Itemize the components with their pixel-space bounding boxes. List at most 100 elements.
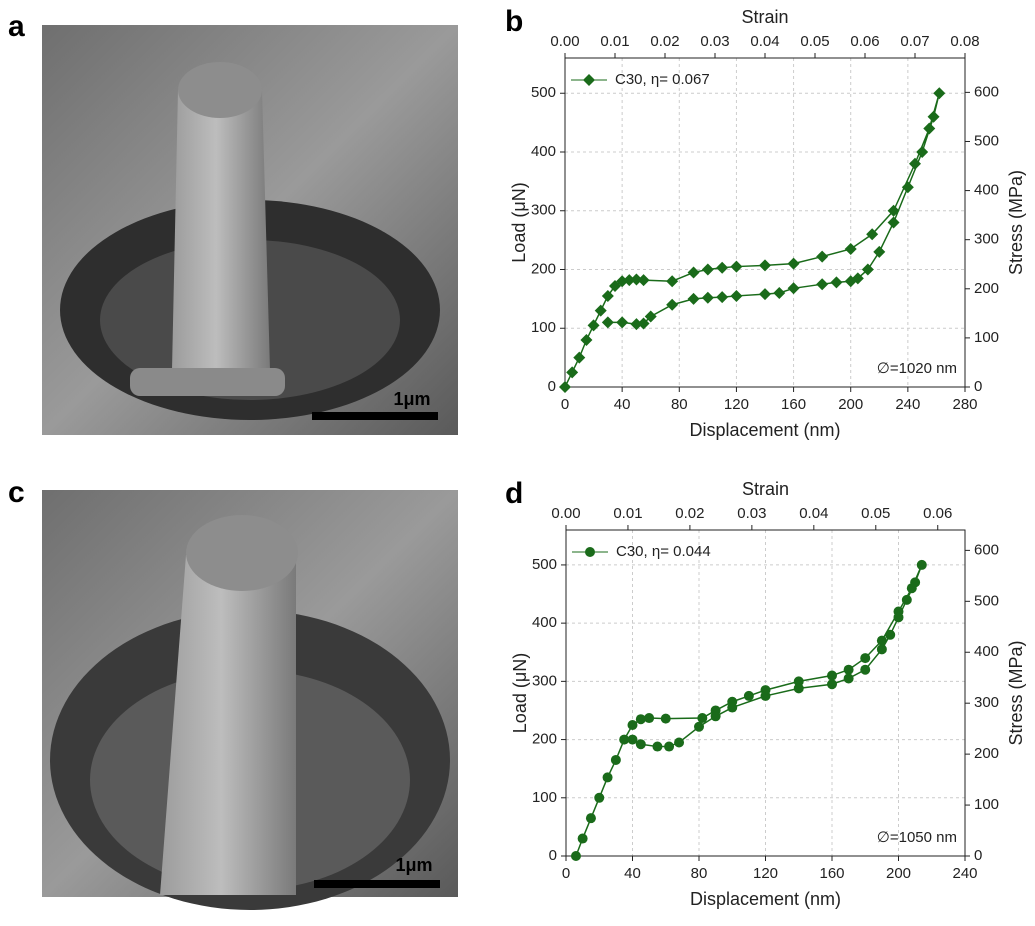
x2-tick-label: 0.00: [551, 505, 580, 522]
data-point: [644, 310, 657, 323]
data-point: [610, 754, 621, 765]
y2-tick-label: 200: [974, 280, 999, 297]
data-point: [860, 653, 871, 664]
sem-image-c: 1μm: [42, 490, 458, 910]
data-point: [697, 713, 708, 724]
data-point: [701, 291, 714, 304]
x2-tick-label: 0.00: [550, 33, 579, 50]
scale-bar-label: 1μm: [395, 855, 432, 875]
y-tick-label: 500: [531, 84, 556, 101]
data-point: [630, 318, 643, 331]
y2-tick-label: 300: [974, 231, 999, 248]
x2-tick-label: 0.08: [950, 33, 979, 50]
data-point: [573, 351, 586, 364]
y2-tick-label: 600: [974, 83, 999, 100]
x-tick-label: 40: [614, 396, 631, 413]
x-tick-label: 0: [562, 865, 570, 882]
x2-tick-label: 0.06: [923, 505, 952, 522]
sem-image-a: 1μm: [42, 25, 458, 435]
data-line: [564, 93, 941, 388]
y2-tick-label: 300: [974, 694, 999, 711]
y2-tick-label: 0: [974, 847, 982, 864]
x-tick-label: 200: [838, 396, 863, 413]
data-point: [844, 275, 857, 288]
y-tick-label: 300: [532, 672, 557, 689]
x-axis-label: Displacement (nm): [690, 889, 841, 909]
x2-tick-label: 0.02: [675, 505, 704, 522]
x-axis-label: Displacement (nm): [689, 420, 840, 440]
data-point: [570, 851, 581, 861]
data-point: [666, 298, 679, 311]
data-point: [927, 110, 940, 123]
x-tick-label: 200: [886, 865, 911, 882]
data-point: [844, 242, 857, 255]
y-tick-label: 400: [532, 614, 557, 631]
x2-tick-label: 0.07: [900, 33, 929, 50]
x2-axis-label: Strain: [742, 479, 789, 499]
x-tick-label: 80: [691, 865, 708, 882]
y2-tick-label: 400: [974, 182, 999, 199]
x-tick-label: 240: [895, 396, 920, 413]
y-tick-label: 100: [531, 319, 556, 336]
legend-marker: [583, 74, 595, 86]
y-tick-label: 200: [531, 260, 556, 277]
x2-axis-label: Strain: [741, 7, 788, 27]
x2-tick-label: 0.03: [700, 33, 729, 50]
x-tick-label: 240: [952, 865, 977, 882]
data-point: [687, 266, 700, 279]
data-point: [594, 304, 607, 317]
x-tick-label: 40: [624, 865, 641, 882]
data-point: [759, 259, 771, 272]
data-point: [627, 720, 638, 731]
data-point: [602, 772, 613, 783]
data-point: [637, 317, 650, 330]
data-point: [901, 594, 912, 605]
y2-axis-label: Stress (MPa): [1006, 170, 1026, 275]
x-tick-label: 120: [753, 865, 778, 882]
y2-tick-label: 200: [974, 745, 999, 762]
data-point: [860, 664, 871, 675]
data-point: [730, 289, 743, 302]
y-tick-label: 0: [548, 378, 556, 395]
y-tick-label: 400: [531, 143, 556, 160]
y2-tick-label: 600: [974, 541, 999, 558]
data-point: [559, 381, 571, 393]
data-point: [664, 741, 675, 752]
data-point: [716, 261, 729, 274]
x2-tick-label: 0.02: [650, 33, 679, 50]
data-point: [743, 690, 754, 701]
data-point: [585, 813, 596, 824]
panel-label: a: [8, 10, 25, 43]
x2-tick-label: 0.06: [850, 33, 879, 50]
data-point: [587, 319, 600, 332]
y2-tick-label: 100: [974, 329, 999, 346]
x-tick-label: 80: [671, 396, 688, 413]
data-point: [830, 276, 843, 289]
data-point: [730, 260, 743, 273]
x2-tick-label: 0.01: [613, 505, 642, 522]
data-point: [876, 644, 887, 655]
x-tick-label: 160: [819, 865, 844, 882]
data-point: [843, 664, 854, 675]
panel-label: b: [505, 5, 523, 38]
data-point: [893, 612, 904, 623]
data-point: [909, 157, 921, 170]
data-point: [787, 257, 800, 270]
data-point: [787, 282, 800, 295]
data-point: [594, 792, 605, 803]
data-point: [816, 278, 829, 291]
data-point: [694, 721, 704, 732]
data-point: [660, 713, 671, 724]
data-point: [727, 702, 738, 713]
data-point: [887, 216, 900, 229]
data-point: [623, 274, 636, 287]
data-point: [827, 670, 837, 681]
x2-tick-label: 0.05: [800, 33, 829, 50]
data-point: [793, 683, 804, 694]
data-point: [652, 741, 663, 752]
legend-marker: [585, 547, 595, 557]
data-point: [873, 245, 886, 258]
data-point: [916, 146, 929, 158]
panel-label: d: [505, 477, 523, 510]
